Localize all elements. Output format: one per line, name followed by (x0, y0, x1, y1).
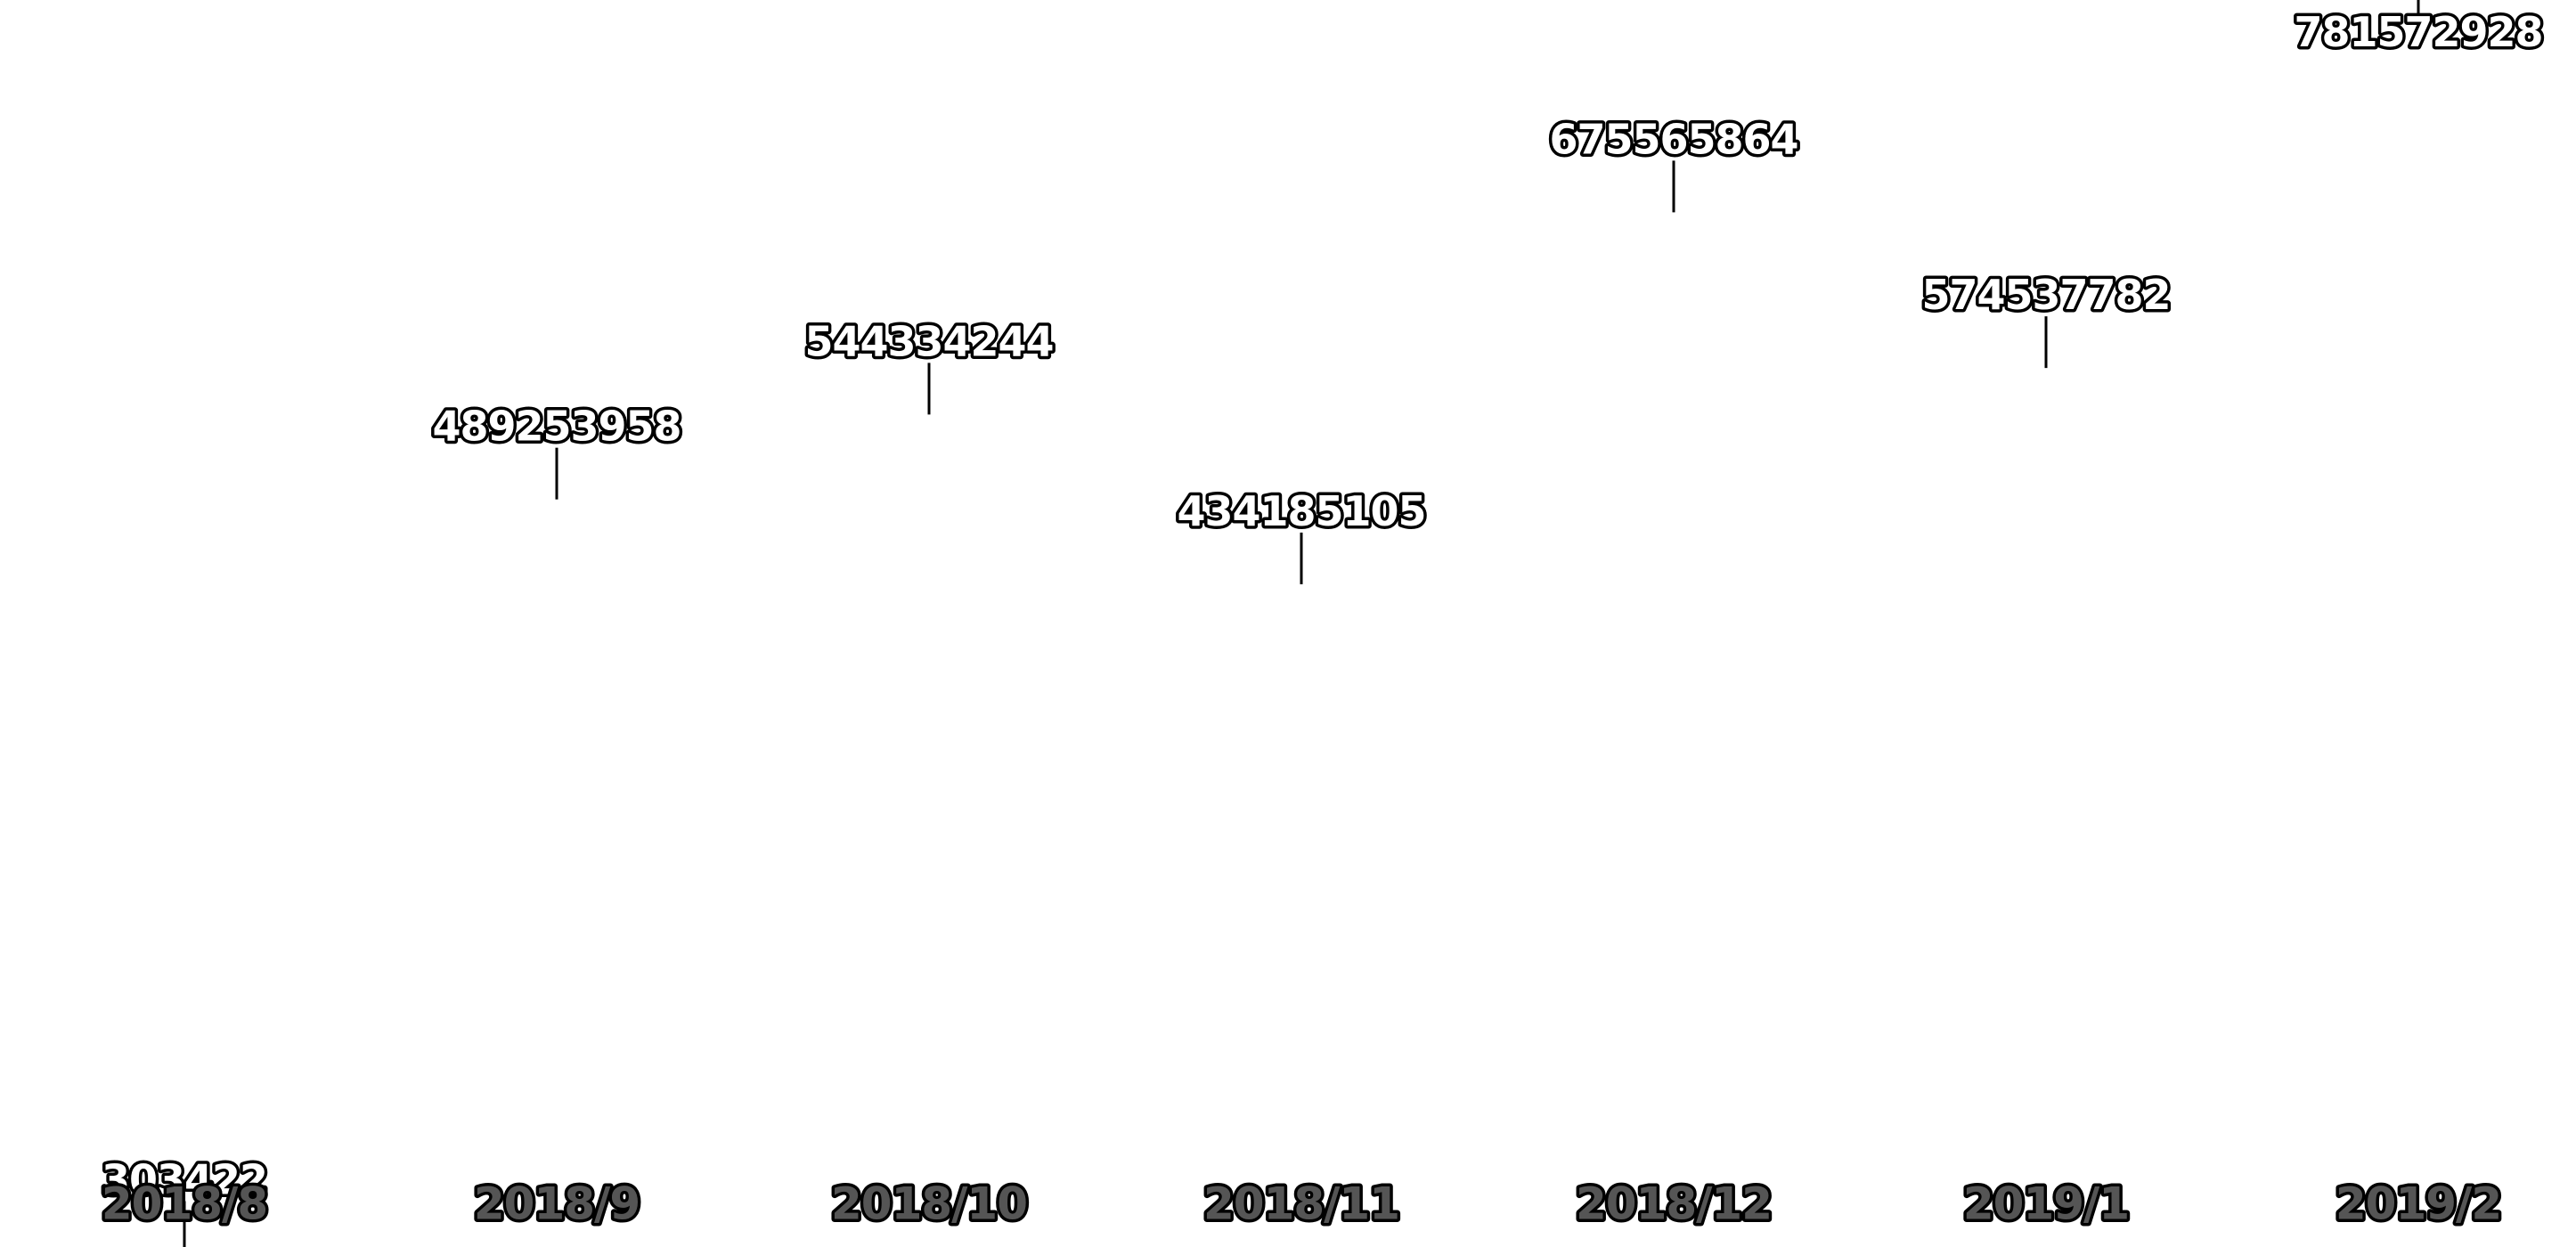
x-tick-label: 2018/11 (1203, 1178, 1399, 1230)
data-label: 303422 (102, 1155, 267, 1203)
data-label: 544334244 (804, 317, 1053, 365)
data-label: 434185105 (1177, 487, 1425, 535)
data-label: 574537782 (1921, 271, 2170, 319)
x-tick-label: 2018/10 (831, 1178, 1027, 1230)
x-tick-label: 2018/12 (1576, 1178, 1772, 1230)
data-label: 489253958 (432, 403, 681, 451)
x-tick-label: 2019/1 (1963, 1178, 2129, 1230)
x-axis-tick-labels: 2018/8 2018/9 2018/10 2018/11 2018/12 2019/1 2… (98, 1175, 2505, 1233)
x-tick-label: 2019/2 (2336, 1178, 2501, 1230)
data-labels: 303422 489253958 544334244 434185105 6755658… (98, 5, 2547, 1207)
data-label: 675565864 (1549, 115, 1797, 163)
x-tick-label: 2018/8 (102, 1178, 267, 1230)
data-label: 781572928 (2294, 8, 2542, 56)
leader-lines (183, 0, 2420, 1247)
x-tick-label: 2018/9 (474, 1178, 640, 1230)
